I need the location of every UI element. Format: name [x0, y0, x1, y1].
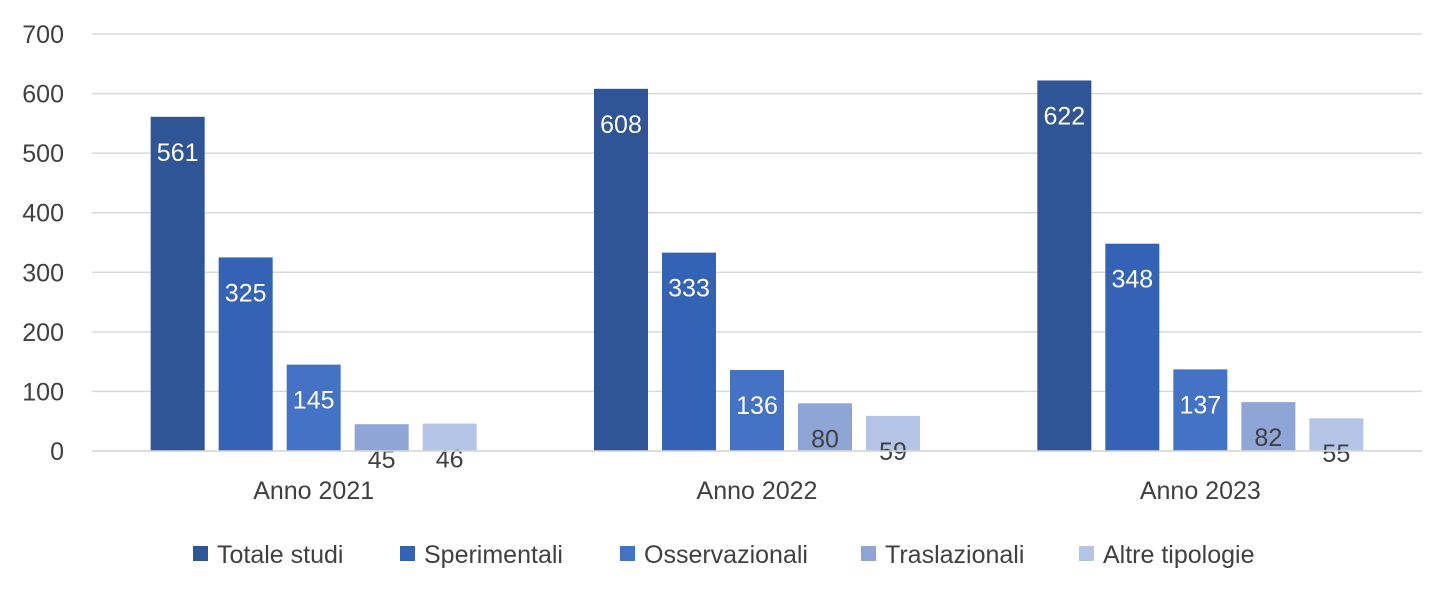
x-axis: Anno 2021 Anno 2022 Anno 2023 [92, 450, 1422, 505]
bar [594, 88, 648, 451]
bar-value-label: 348 [1111, 266, 1153, 294]
bar-value-label: 55 [1322, 440, 1350, 468]
y-axis: 0 100 200 300 400 500 600 700 [22, 21, 64, 466]
bar-value-label: 561 [157, 139, 199, 167]
legend-swatch [861, 546, 876, 561]
y-tick-label: 100 [22, 378, 64, 406]
legend-label: Traslazionali [885, 541, 1024, 569]
bar [1173, 369, 1228, 451]
y-tick-label: 500 [22, 140, 64, 168]
bar [1037, 80, 1092, 452]
legend-label: Altre tipologie [1103, 541, 1254, 569]
bar-value-label: 80 [811, 425, 839, 453]
bar-value-label: 622 [1043, 102, 1085, 130]
y-tick-label: 700 [22, 21, 64, 49]
bar [662, 252, 716, 451]
bar-value-label: 46 [436, 446, 464, 474]
legend-swatch [193, 546, 208, 561]
y-tick-label: 0 [50, 438, 64, 466]
bar [866, 415, 920, 451]
legend-swatch [620, 546, 635, 561]
bar-value-label: 137 [1179, 391, 1221, 419]
legend-swatch [1079, 546, 1094, 561]
bar-value-label: 333 [668, 275, 710, 303]
bar-value-label: 325 [225, 279, 267, 307]
bar [1309, 418, 1364, 451]
bar [354, 424, 409, 451]
bar [730, 369, 784, 451]
x-category-label: Anno 2022 [697, 477, 818, 505]
y-tick-label: 400 [22, 200, 64, 228]
bar-value-label: 59 [879, 438, 907, 466]
legend-label: Sperimentali [424, 541, 563, 569]
legend-swatch [400, 546, 415, 561]
legend-label: Totale studi [217, 541, 343, 569]
legend: Totale studi Sperimentali Osservazionali Tr… [193, 541, 1254, 569]
bar-value-label: 82 [1254, 424, 1282, 452]
bar [1241, 402, 1296, 451]
bar-value-label: 145 [293, 387, 335, 415]
x-category-label: Anno 2021 [253, 477, 374, 505]
bar-value-label: 136 [736, 392, 778, 420]
bar-value-label: 608 [600, 111, 642, 139]
bar [218, 257, 273, 451]
bar [286, 364, 341, 451]
bar [1105, 243, 1160, 451]
x-category-label: Anno 2023 [1140, 477, 1261, 505]
bar [798, 403, 852, 451]
bar [150, 116, 205, 451]
legend-label: Osservazionali [644, 541, 808, 569]
y-tick-label: 600 [22, 81, 64, 109]
y-tick-label: 300 [22, 259, 64, 287]
y-tick-label: 200 [22, 319, 64, 347]
bar [422, 423, 477, 451]
